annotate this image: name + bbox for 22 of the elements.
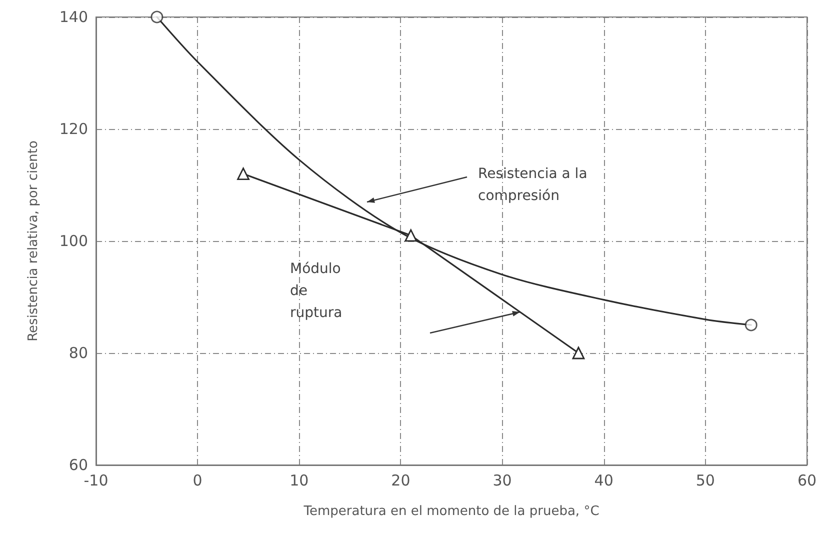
point xyxy=(237,168,250,180)
y-tick-label: 60 xyxy=(68,456,88,474)
y-tick-label: 100 xyxy=(59,232,88,250)
x-tick-label: 0 xyxy=(192,472,202,490)
x-tick-label: 60 xyxy=(797,472,817,490)
point xyxy=(744,318,758,332)
point xyxy=(404,229,418,242)
point xyxy=(150,10,164,24)
y-tick-label: 140 xyxy=(59,8,88,26)
annotation: Resistencia a la compresión xyxy=(478,166,588,204)
x-tick-label: 50 xyxy=(696,472,715,490)
x-tick-label: 20 xyxy=(391,472,410,490)
y-tick-label: 80 xyxy=(68,344,88,362)
point xyxy=(572,346,585,360)
x-tick-label: 30 xyxy=(492,472,512,490)
annotation: Módulo de ruptura xyxy=(290,261,342,321)
y-axis-title: Resistencia relativa, por ciento xyxy=(26,140,41,342)
x-tick-label: 10 xyxy=(290,472,309,490)
x-tick-label: -10 xyxy=(84,472,108,490)
y-tick-label: 120 xyxy=(59,120,88,138)
x-tick-label: 40 xyxy=(594,472,614,490)
x-axis-title: Temperatura en el momento de la prueba, °C xyxy=(302,504,600,519)
